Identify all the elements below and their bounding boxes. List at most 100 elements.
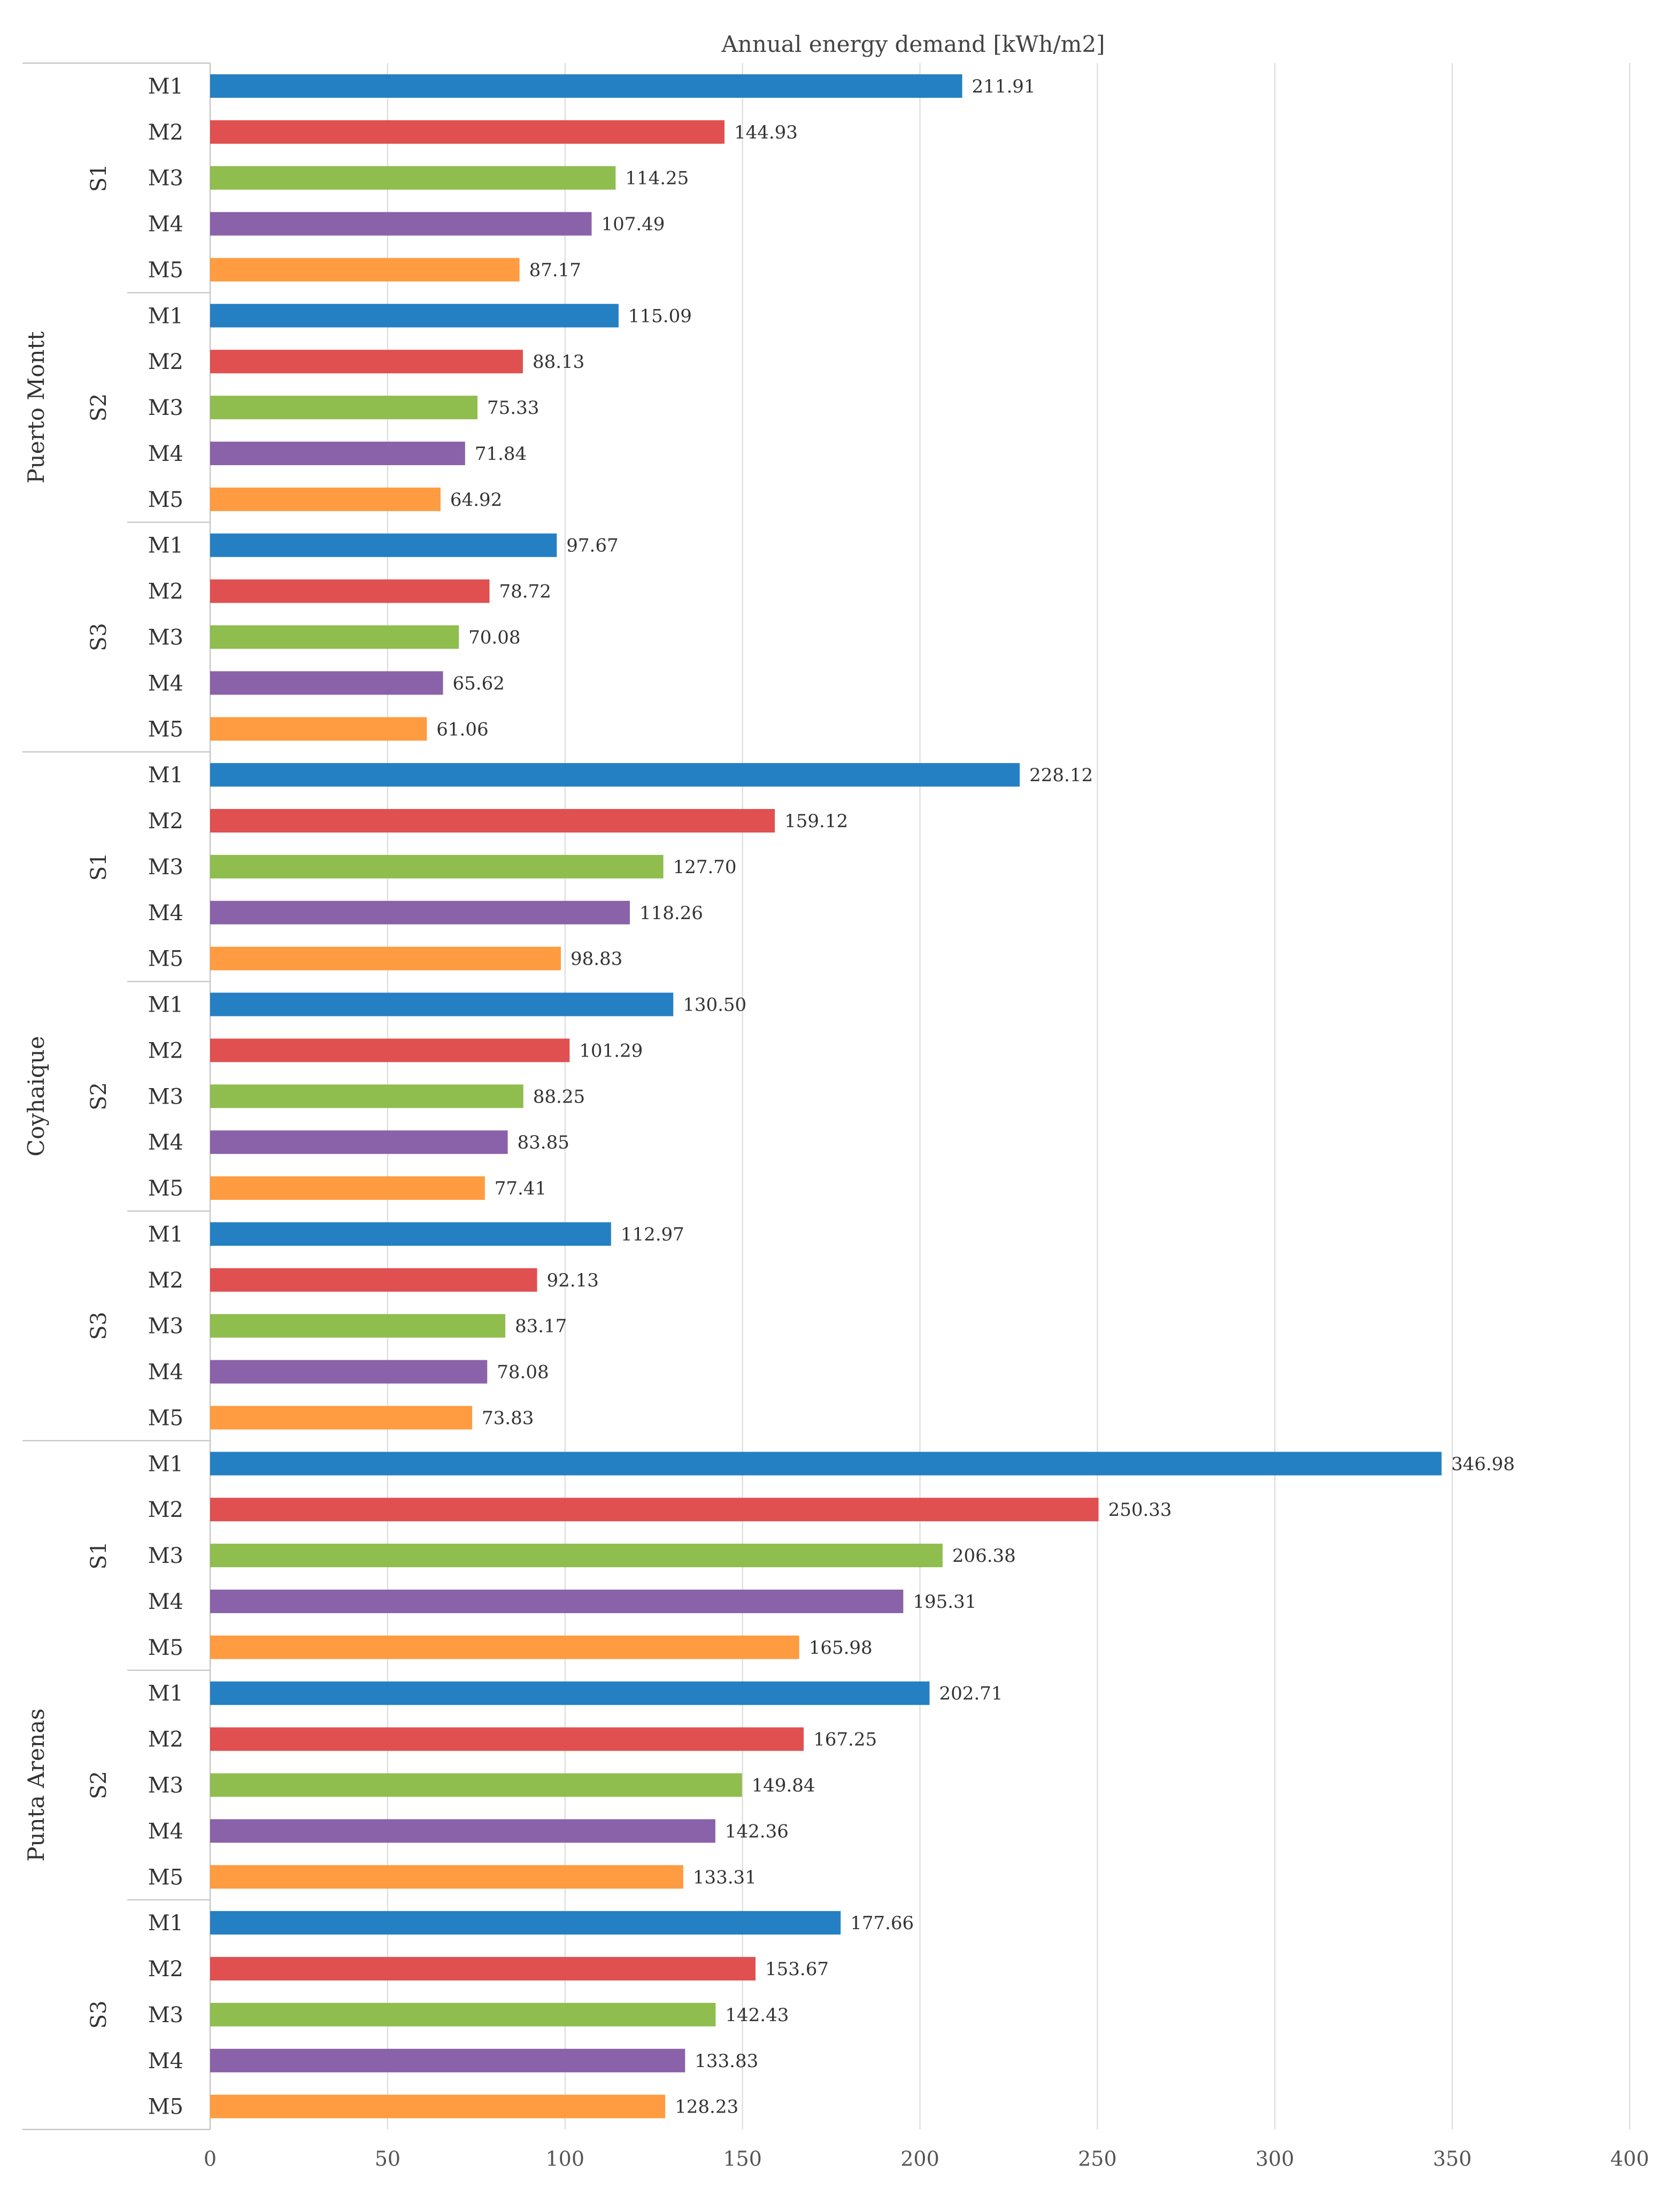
bar-coyhaique-s3-m1 — [210, 1222, 611, 1246]
bar-value-label: 127.70 — [673, 857, 737, 878]
bar-value-label: 73.83 — [482, 1407, 534, 1429]
bar-puerto-montt-s3-m5 — [210, 717, 427, 741]
bar-value-label: 133.31 — [693, 1867, 757, 1888]
bar-coyhaique-s1-m1 — [210, 763, 1020, 787]
bar-coyhaique-s3-m3 — [210, 1314, 506, 1338]
bar-coyhaique-s2-m5 — [210, 1176, 485, 1200]
bar-punta-arenas-s3-m2 — [210, 1957, 756, 1981]
scenario-label: S1 — [87, 1541, 111, 1570]
model-label: M4 — [148, 671, 183, 696]
bar-value-label: 70.08 — [468, 627, 520, 649]
bar-value-label: 228.12 — [1029, 765, 1093, 786]
scenario-label: S2 — [87, 1771, 111, 1799]
bar-value-label: 211.91 — [972, 76, 1036, 97]
bar-punta-arenas-s2-m5 — [210, 1865, 683, 1889]
model-label: M1 — [148, 763, 183, 788]
bar-value-label: 177.66 — [850, 1913, 914, 1934]
bar-coyhaique-s3-m4 — [210, 1360, 488, 1384]
bar-value-label: 149.84 — [752, 1775, 815, 1797]
scenario-label: S2 — [87, 1082, 111, 1111]
bar-value-label: 101.29 — [579, 1040, 643, 1061]
model-label: M5 — [148, 258, 183, 282]
bar-coyhaique-s3-m5 — [210, 1406, 473, 1430]
scenario-label: S3 — [87, 2000, 111, 2029]
bar-value-label: 107.49 — [601, 214, 665, 235]
bar-value-label: 115.09 — [628, 305, 692, 327]
model-label: M5 — [148, 488, 183, 512]
bar-layer — [210, 74, 1442, 2118]
model-label: M3 — [148, 1314, 183, 1339]
bar-punta-arenas-s1-m5 — [210, 1635, 799, 1659]
bar-value-label: 61.06 — [436, 719, 488, 740]
bar-punta-arenas-s3-m1 — [210, 1911, 841, 1935]
bar-punta-arenas-s3-m3 — [210, 2002, 716, 2026]
bar-coyhaique-s1-m2 — [210, 809, 775, 833]
bar-value-label: 206.38 — [952, 1545, 1016, 1567]
model-label: M5 — [148, 717, 183, 742]
model-label: M2 — [148, 1498, 183, 1522]
bar-puerto-montt-s1-m1 — [210, 74, 962, 98]
model-label: M5 — [148, 1636, 183, 1660]
bar-coyhaique-s2-m1 — [210, 992, 674, 1016]
model-label: M1 — [148, 1682, 183, 1706]
bar-puerto-montt-s3-m4 — [210, 671, 443, 695]
bar-puerto-montt-s2-m3 — [210, 396, 478, 420]
bar-value-label: 83.85 — [518, 1132, 569, 1153]
bar-puerto-montt-s3-m2 — [210, 579, 490, 603]
axis-layer: 0 50 100 150 200 250 300 350 400 — [22, 63, 1649, 2171]
bar-puerto-montt-s2-m2 — [210, 350, 523, 374]
bar-coyhaique-s1-m4 — [210, 900, 630, 924]
bar-value-label: 97.67 — [566, 535, 618, 557]
model-label: M5 — [148, 2095, 183, 2119]
bar-puerto-montt-s1-m5 — [210, 258, 520, 282]
model-label: M3 — [148, 166, 183, 191]
x-tick-label: 50 — [375, 2147, 400, 2171]
bar-value-label: 88.25 — [533, 1086, 585, 1107]
model-label: M4 — [148, 442, 183, 466]
model-label: M2 — [148, 120, 183, 145]
label-layer: 211.91 M1 144.93 M2 114.25 M3 107.49 M4 87.17 M5 S… — [23, 74, 1515, 2119]
x-tick-label: 100 — [545, 2147, 584, 2171]
city-label: Puerto Montt — [23, 332, 49, 484]
model-label: M5 — [148, 1176, 183, 1201]
model-label: M5 — [148, 947, 183, 972]
x-tick-label: 350 — [1433, 2147, 1472, 2171]
model-label: M4 — [148, 1590, 183, 1614]
bar-value-label: 195.31 — [913, 1591, 976, 1613]
bar-value-label: 250.33 — [1108, 1499, 1172, 1521]
bar-value-label: 75.33 — [487, 397, 539, 419]
model-label: M1 — [148, 993, 183, 1018]
bar-punta-arenas-s1-m2 — [210, 1498, 1099, 1522]
x-tick-label: 300 — [1255, 2147, 1294, 2171]
model-label: M1 — [148, 304, 183, 328]
bar-coyhaique-s1-m3 — [210, 854, 664, 878]
scenario-label: S3 — [87, 1312, 111, 1340]
model-label: M3 — [148, 1084, 183, 1109]
x-tick-label: 0 — [204, 2147, 217, 2171]
model-label: M4 — [148, 212, 183, 237]
bar-value-label: 202.71 — [939, 1683, 1003, 1705]
scenario-label: S1 — [87, 164, 111, 192]
model-label: M4 — [148, 1360, 183, 1385]
bar-value-label: 71.84 — [475, 443, 527, 465]
bar-punta-arenas-s1-m4 — [210, 1589, 904, 1613]
model-label: M3 — [148, 1544, 183, 1568]
bar-value-label: 114.25 — [625, 168, 689, 189]
bar-value-label: 112.97 — [621, 1224, 684, 1245]
x-tick-label: 400 — [1610, 2147, 1650, 2171]
bar-coyhaique-s1-m5 — [210, 946, 561, 970]
model-label: M4 — [148, 2049, 183, 2074]
bar-value-label: 167.25 — [813, 1729, 877, 1751]
bar-value-label: 92.13 — [547, 1270, 599, 1291]
x-tick-label: 250 — [1078, 2147, 1117, 2171]
model-label: M3 — [148, 396, 183, 420]
bar-value-label: 130.50 — [683, 995, 746, 1016]
chart-title: Annual energy demand [kWh/m2] — [721, 31, 1105, 57]
bar-value-label: 65.62 — [453, 673, 505, 694]
bar-value-label: 83.17 — [515, 1316, 567, 1337]
bar-coyhaique-s3-m2 — [210, 1268, 537, 1292]
bar-value-label: 118.26 — [639, 903, 703, 924]
bar-value-label: 346.98 — [1451, 1453, 1515, 1475]
bar-punta-arenas-s2-m2 — [210, 1727, 804, 1751]
bar-puerto-montt-s2-m4 — [210, 441, 465, 465]
